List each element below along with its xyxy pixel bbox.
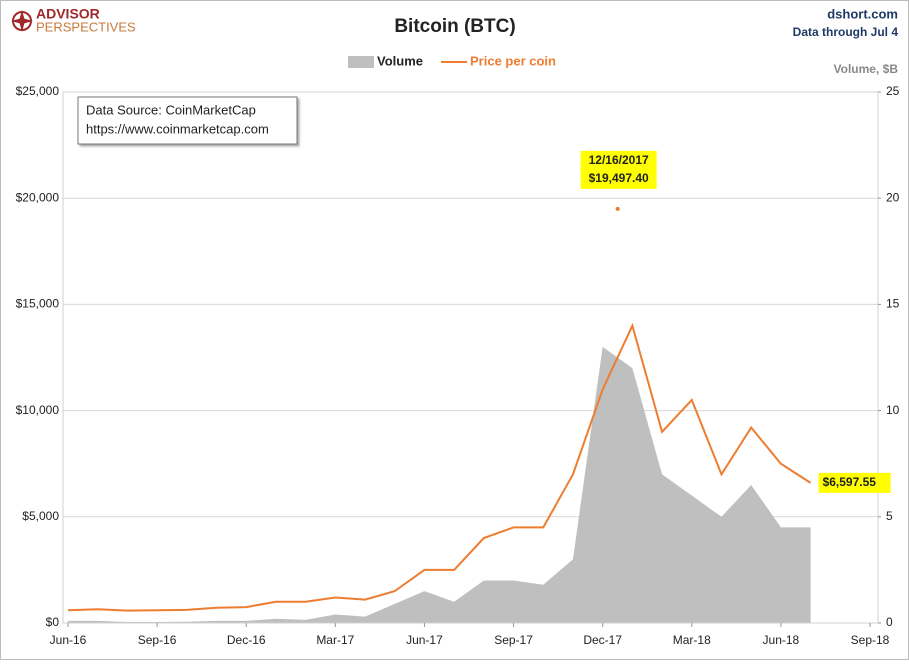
y2-tick-label: 5 — [886, 509, 893, 523]
note: https://www.coinmarketcap.com — [86, 121, 269, 136]
x-tick-label: Sep-16 — [138, 633, 177, 647]
x-tick-label: Dec-16 — [227, 633, 266, 647]
logo-icon — [11, 10, 33, 32]
subtitle: Data through Jul 4 — [793, 25, 899, 39]
value-label: $6,597.55 — [823, 475, 877, 489]
annotation-text: 12/16/2017 — [589, 153, 649, 167]
value-label-box — [818, 472, 891, 493]
y2-tick-label: 10 — [886, 403, 900, 417]
y-tick-label: $20,000 — [16, 190, 60, 204]
y2-tick-label: 15 — [886, 297, 900, 311]
legend-label: Price per coin — [470, 53, 556, 68]
volume-area — [68, 346, 811, 623]
annotation-box — [580, 150, 657, 189]
x-tick-label: Sep-17 — [494, 633, 533, 647]
y2-axis-label: Volume, $B — [834, 62, 899, 76]
plot-area — [62, 91, 879, 624]
logo-text: ADVISOR — [36, 6, 100, 22]
y-tick-label: $10,000 — [16, 403, 60, 417]
x-tick-label: Dec-17 — [583, 633, 622, 647]
annotation-text: $19,497.40 — [589, 171, 649, 185]
y2-tick-label: 25 — [886, 84, 900, 98]
x-tick-label: Sep-18 — [851, 633, 890, 647]
note-box — [77, 96, 298, 145]
y2-tick-label: 0 — [886, 615, 893, 629]
chart-title: Bitcoin (BTC) — [394, 16, 515, 37]
legend-swatch — [348, 56, 374, 68]
y2-tick-label: 20 — [886, 190, 900, 204]
legend-label: Volume — [377, 53, 423, 68]
x-tick-label: Jun-18 — [763, 633, 800, 647]
y-tick-label: $15,000 — [16, 297, 60, 311]
logo-text: PERSPECTIVES — [36, 19, 136, 34]
x-tick-label: Jun-16 — [50, 633, 87, 647]
x-tick-label: Jun-17 — [406, 633, 443, 647]
x-tick-label: Mar-17 — [316, 633, 354, 647]
y-tick-label: $0 — [46, 615, 60, 629]
y-tick-label: $25,000 — [16, 84, 60, 98]
y-tick-label: $5,000 — [22, 509, 59, 523]
annotation-point — [615, 206, 620, 211]
x-tick-label: Mar-18 — [673, 633, 711, 647]
source: dshort.com — [827, 6, 898, 21]
price-line — [67, 322, 812, 612]
note: Data Source: CoinMarketCap — [86, 102, 256, 117]
